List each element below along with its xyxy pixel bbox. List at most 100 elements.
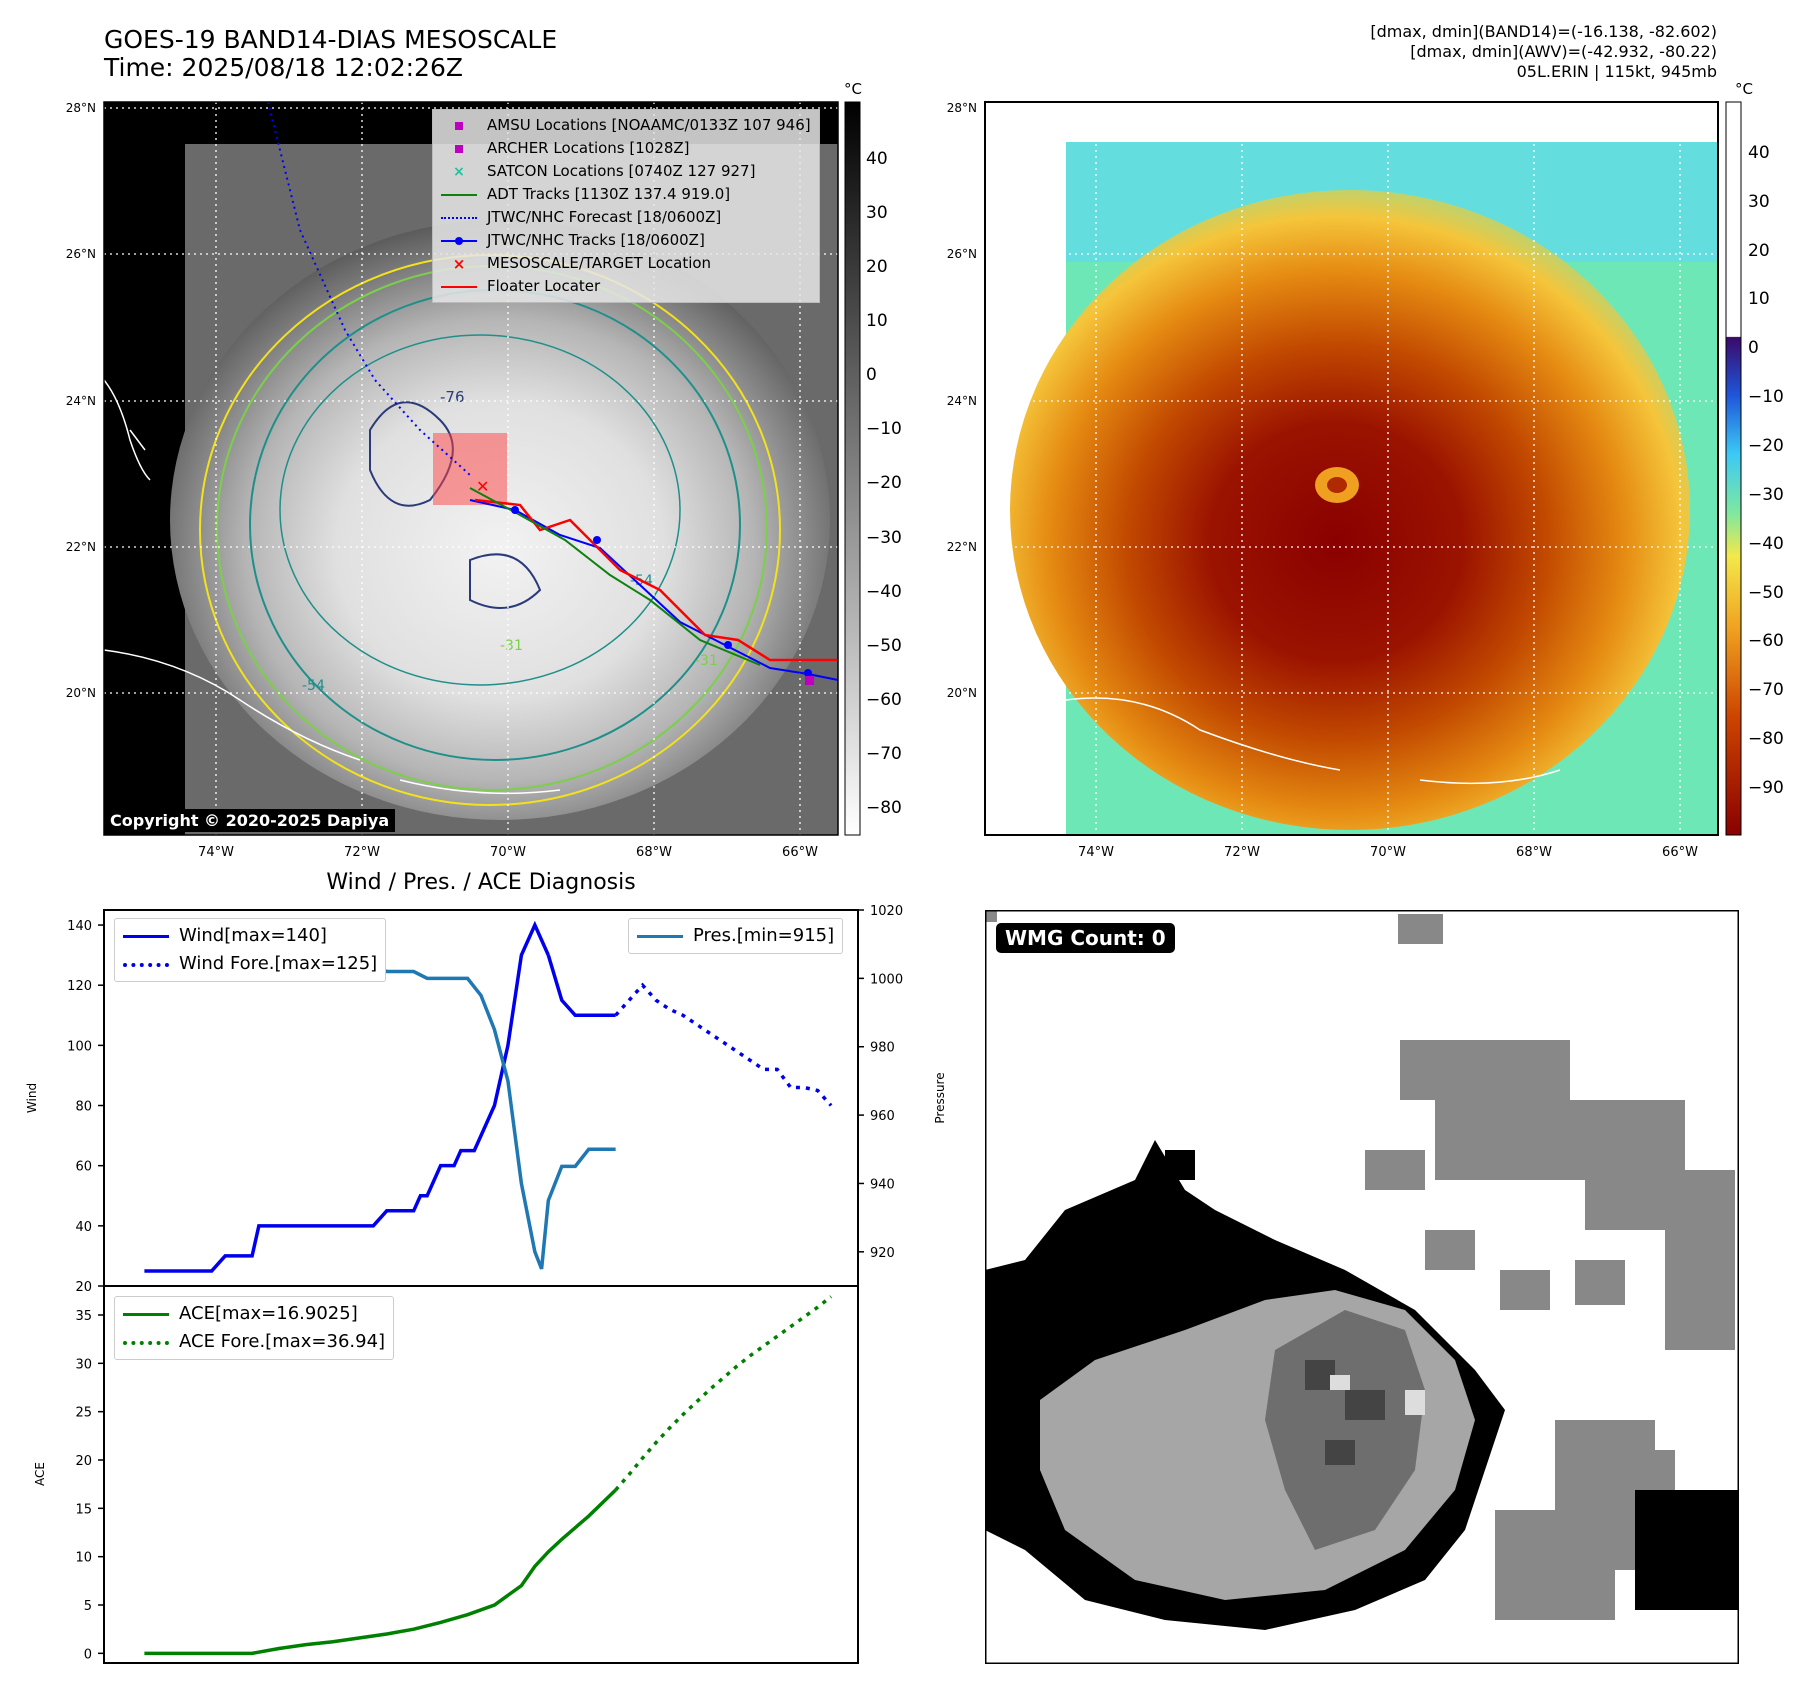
amsu-location-marker bbox=[805, 676, 814, 685]
line-icon bbox=[441, 280, 477, 294]
adt-track bbox=[469, 487, 761, 666]
pressure-tick-label: 1000 bbox=[870, 972, 903, 987]
diagnosis-chart: Wind / Pres. / ACE Diagnosis Wind Pressu… bbox=[25, 870, 947, 1664]
dotted-line-icon bbox=[123, 1335, 169, 1349]
dias-lat-label-28: 28°N bbox=[947, 101, 977, 115]
dias-storm bbox=[1010, 190, 1690, 830]
wind-tick-label: 20 bbox=[75, 1280, 92, 1295]
copyright-label: Copyright © 2020-2025 Dapiya bbox=[104, 809, 396, 832]
ace-tick-label: 15 bbox=[75, 1502, 92, 1517]
ace-yticks: 35 30 25 20 15 10 5 0 bbox=[75, 1309, 104, 1662]
legend-floater: Floater Locater bbox=[441, 275, 811, 298]
dias-lon-label-68: 68°W bbox=[1516, 845, 1552, 860]
legend-pressure: Pres.[min=915] bbox=[637, 922, 834, 950]
ir-cbar-tick: 20 bbox=[866, 257, 888, 277]
ir-lon-label-68: 68°W bbox=[636, 845, 672, 860]
pressure-axis-label: Pressure bbox=[933, 1072, 947, 1123]
ir-lat-label-24: 24°N bbox=[66, 394, 96, 408]
dias-colorbar bbox=[1725, 101, 1742, 836]
ir-cbar-tick: 0 bbox=[866, 365, 877, 385]
dias-coastline bbox=[1065, 697, 1561, 785]
ace-forecast-line bbox=[614, 1295, 833, 1492]
pressure-tick-label: 920 bbox=[870, 1246, 895, 1261]
floater-track bbox=[474, 498, 838, 662]
wind-tick-label: 80 bbox=[75, 1100, 92, 1115]
line-icon bbox=[123, 1307, 169, 1321]
ace-legend: ACE[max=16.9025] ACE Fore.[max=36.94] bbox=[114, 1296, 395, 1360]
ir-cbar-tick: −30 bbox=[866, 528, 902, 548]
contour-label-31b: -31 bbox=[500, 638, 523, 654]
wmg-panel bbox=[985, 910, 1739, 1664]
legend-wind: Wind[max=140] bbox=[123, 922, 377, 950]
dias-cbar-tick: 0 bbox=[1748, 338, 1759, 358]
dias-cbar-tick: 10 bbox=[1748, 289, 1770, 309]
legend-amsu: AMSU Locations [NOAAMC/0133Z 107 946] bbox=[441, 114, 811, 137]
legend-forecast: JTWC/NHC Forecast [18/0600Z] bbox=[441, 206, 811, 229]
dias-lon-label-72: 72°W bbox=[1224, 845, 1260, 860]
legend-adt: ADT Tracks [1130Z 137.4 919.0] bbox=[441, 183, 811, 206]
ir-cbar-tick: −20 bbox=[866, 473, 902, 493]
dias-lat-label-24: 24°N bbox=[947, 394, 977, 408]
contour-teal-inner bbox=[279, 334, 681, 686]
wind-tick-label: 40 bbox=[75, 1220, 92, 1235]
target-location-marker: ✕ bbox=[476, 477, 489, 496]
square-icon bbox=[441, 119, 477, 133]
title-line-1: GOES-19 BAND14-DIAS MESOSCALE bbox=[104, 25, 558, 54]
stats-line-3: 05L.ERIN | 115kt, 945mb bbox=[1516, 62, 1717, 81]
pressure-tick-label: 980 bbox=[870, 1041, 895, 1056]
dias-cbar-tick: −50 bbox=[1748, 583, 1784, 603]
observed-track-dots bbox=[511, 506, 812, 677]
line-icon bbox=[637, 929, 683, 943]
dias-cbar-tick: 40 bbox=[1748, 143, 1770, 163]
wind-tick-label: 120 bbox=[67, 979, 92, 994]
contour-dark-2 bbox=[469, 553, 542, 609]
ace-line bbox=[144, 1488, 617, 1656]
ace-tick-label: 10 bbox=[75, 1551, 92, 1566]
dias-cbar-tick: −10 bbox=[1748, 387, 1784, 407]
mesoscale-box bbox=[433, 433, 507, 505]
dotted-line-icon bbox=[441, 211, 477, 225]
legend-mesoscale: × MESOSCALE/TARGET Location bbox=[441, 252, 811, 275]
stats-readout: [dmax, dmin](BAND14)=(-16.138, -82.602) … bbox=[1370, 22, 1717, 82]
ace-tick-label: 5 bbox=[84, 1599, 92, 1614]
line-icon bbox=[441, 188, 477, 202]
ir-lon-label-70: 70°W bbox=[490, 845, 526, 860]
square-icon bbox=[441, 142, 477, 156]
dotted-line-icon bbox=[123, 957, 169, 971]
ace-tick-label: 25 bbox=[75, 1406, 92, 1421]
ir-storm-cloud bbox=[170, 220, 830, 820]
dias-lat-label-20: 20°N bbox=[947, 686, 977, 700]
ir-lat-label-26: 26°N bbox=[66, 247, 96, 261]
contour-label-76: -76 bbox=[440, 388, 465, 406]
legend-wind-forecast: Wind Fore.[max=125] bbox=[123, 950, 377, 978]
ace-tick-label: 30 bbox=[75, 1357, 92, 1372]
pressure-tick-label: 940 bbox=[870, 1177, 895, 1192]
ir-lon-label-66: 66°W bbox=[782, 845, 818, 860]
forecast-track bbox=[267, 101, 471, 476]
pressure-yticks: 1020 1000 980 960 940 920 bbox=[858, 904, 903, 1261]
ir-lon-label-72: 72°W bbox=[344, 845, 380, 860]
observed-track bbox=[469, 499, 839, 681]
ace-axis-label: ACE bbox=[33, 1462, 47, 1486]
legend-tracks: JTWC/NHC Tracks [18/0600Z] bbox=[441, 229, 811, 252]
wind-tick-label: 100 bbox=[67, 1039, 92, 1054]
coastline-bottom bbox=[103, 649, 561, 795]
legend-ace-forecast: ACE Fore.[max=36.94] bbox=[123, 1328, 385, 1356]
ir-colorbar-unit: °C bbox=[844, 80, 862, 98]
dias-cbar-tick: −90 bbox=[1748, 778, 1784, 798]
ir-cbar-tick: 40 bbox=[866, 149, 888, 169]
dias-cbar-tick: 30 bbox=[1748, 192, 1770, 212]
dias-map-frame bbox=[984, 101, 1719, 836]
wind-forecast-line bbox=[614, 982, 833, 1107]
dias-lat-label-22: 22°N bbox=[947, 540, 977, 554]
ir-cbar-tick: −70 bbox=[866, 744, 902, 764]
dias-map-gridlines bbox=[985, 102, 1718, 835]
line-icon bbox=[123, 929, 169, 943]
wind-line bbox=[546, 954, 616, 1018]
dias-cbar-tick: −20 bbox=[1748, 436, 1784, 456]
dias-cbar-tick: −40 bbox=[1748, 534, 1784, 554]
wind-axis-label: Wind bbox=[25, 1083, 39, 1113]
dias-lat-label-26: 26°N bbox=[947, 247, 977, 261]
ir-map-frame bbox=[103, 101, 839, 836]
contour-label-54a: -54 bbox=[302, 678, 325, 694]
